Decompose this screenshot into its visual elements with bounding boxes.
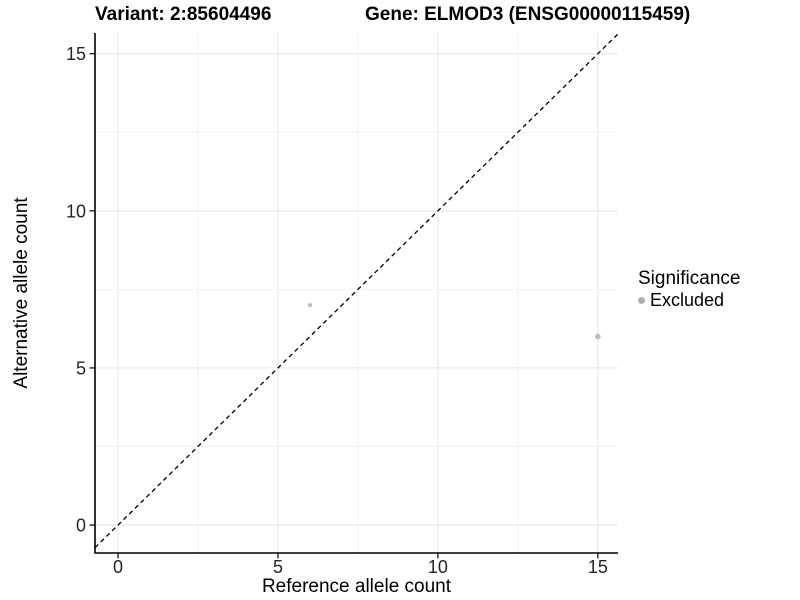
x-tick-label: 0 bbox=[113, 557, 123, 577]
legend-title: Significance bbox=[638, 268, 741, 289]
plot-title-gene: Gene: ELMOD3 (ENSG00000115459) bbox=[365, 4, 691, 25]
axis-lines bbox=[94, 33, 618, 554]
x-axis-title: Reference allele count bbox=[261, 576, 452, 597]
legend-item-excluded: Excluded bbox=[638, 290, 740, 311]
y-tick-label: 0 bbox=[76, 516, 86, 536]
y-axis-title: Alternative allele count bbox=[11, 197, 32, 389]
y-tick-label: 10 bbox=[66, 201, 86, 221]
data-point bbox=[307, 302, 313, 308]
legend: Significance Excluded bbox=[638, 268, 740, 311]
plot-title-variant: Variant: 2:85604496 bbox=[95, 4, 272, 25]
legend-point-icon bbox=[638, 297, 645, 304]
x-tick-label: 5 bbox=[273, 557, 283, 577]
identity-line bbox=[94, 33, 619, 549]
data-point bbox=[595, 333, 601, 340]
legend-item-label: Excluded bbox=[650, 290, 725, 310]
x-tick-label: 10 bbox=[428, 557, 448, 577]
x-tick-label: 15 bbox=[588, 557, 608, 577]
y-tick-label: 5 bbox=[76, 358, 86, 378]
y-tick-label: 15 bbox=[66, 44, 86, 64]
